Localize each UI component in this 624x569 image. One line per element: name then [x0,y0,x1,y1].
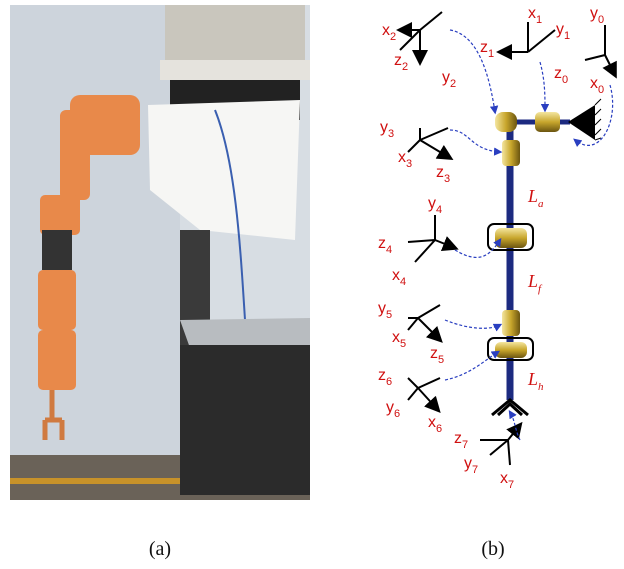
label-base: z [394,52,402,69]
figure: x2z2y2x1y1z1y0z0x0y3x3z3y4z4x4y5x5z5z6y6… [0,0,624,569]
frame-label: y0 [590,5,604,26]
frame-label: x7 [500,470,514,491]
label-subscript: 6 [394,408,400,420]
label-base: x [590,75,598,92]
label-base: y [464,455,472,472]
frame-label: z1 [480,39,494,60]
frame-label: z3 [436,164,450,185]
label-base: z [480,39,488,56]
label-subscript: 7 [462,439,468,451]
frame-label: z0 [554,65,568,86]
frame-label: x3 [398,149,412,170]
frame-label: y3 [380,119,394,140]
link-label: La [527,186,544,210]
label-base: y [386,399,394,416]
label-subscript: 1 [488,48,494,60]
label-base: y [378,300,386,317]
frame-label: y1 [556,21,570,42]
label-subscript: a [538,198,544,210]
label-base: z [436,164,444,181]
label-subscript: 4 [400,276,406,288]
link-label: Lh [527,369,544,393]
label-subscript: 1 [536,14,542,26]
label-subscript: 0 [598,84,604,96]
label-subscript: 3 [388,128,394,140]
frame-label: z2 [394,52,408,73]
frame-label: z5 [430,345,444,366]
label-base: x [500,470,508,487]
label-base: y [442,69,450,86]
frame-label: x0 [590,75,604,96]
label-subscript: 2 [390,31,396,43]
frame-label: z6 [378,367,392,388]
label-base: y [380,119,388,136]
label-base: z [430,345,438,362]
label-base: x [528,5,536,22]
label-subscript: 4 [386,244,392,256]
frame-label: y2 [442,69,456,90]
frame-label: x6 [428,414,442,435]
label-base: x [392,329,400,346]
label-base: x [392,267,400,284]
caption: (b) [481,538,504,560]
label-subscript: 5 [438,354,444,366]
label-base: z [554,65,562,82]
frame-label: x2 [382,22,396,43]
label-subscript: 0 [562,74,568,86]
label-subscript: 1 [564,30,570,42]
label-subscript: 4 [436,204,442,216]
label-subscript: 3 [406,158,412,170]
label-subscript: 3 [444,173,450,185]
frame-label: y6 [386,399,400,420]
caption: (a) [149,538,171,560]
label-base: z [378,235,386,252]
frame-label: x4 [392,267,406,288]
link-label: Lf [527,271,543,295]
frame-label: z7 [454,430,468,451]
label-base: y [590,5,598,22]
label-subscript: f [538,283,543,295]
label-base: x [428,414,436,431]
label-base: x [398,149,406,166]
label-subscript: h [538,381,544,393]
kinematic-diagram [400,12,615,465]
label-subscript: 2 [450,78,456,90]
label-subscript: 6 [436,423,442,435]
label-subscript: 5 [386,309,392,321]
label-base: y [556,21,564,38]
label-subscript: 5 [400,338,406,350]
label-subscript: 7 [508,479,514,491]
label-base: L [527,369,538,389]
label-base: x [382,22,390,39]
frame-label: y4 [428,195,442,216]
frame-label: z4 [378,235,392,256]
frame-label: y5 [378,300,392,321]
frame-label: x5 [392,329,406,350]
label-base: z [454,430,462,447]
label-base: z [378,367,386,384]
label-base: y [428,195,436,212]
label-base: L [527,271,538,291]
label-subscript: 2 [402,61,408,73]
label-subscript: 6 [386,376,392,388]
frame-label: x1 [528,5,542,26]
robot-photo [10,5,310,500]
label-base: L [527,186,538,206]
label-subscript: 0 [598,14,604,26]
frame-label: y7 [464,455,478,476]
label-subscript: 7 [472,464,478,476]
